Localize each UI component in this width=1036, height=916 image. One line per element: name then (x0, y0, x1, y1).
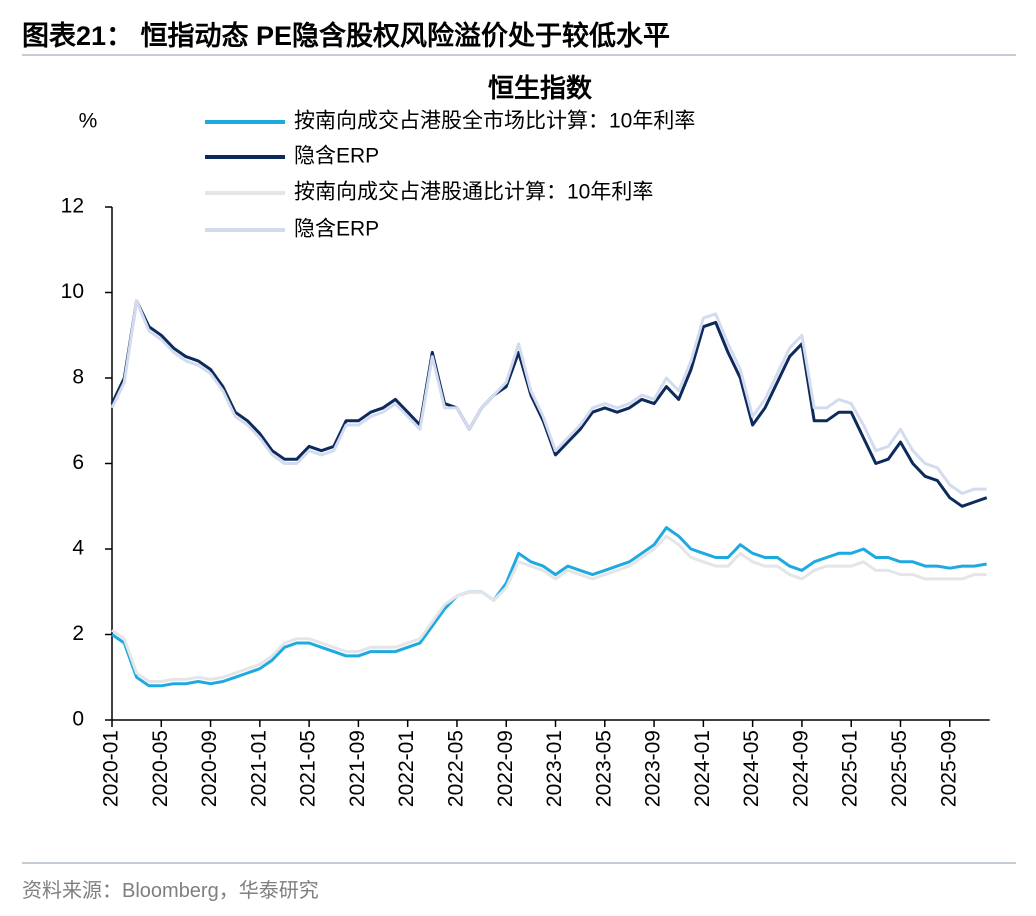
x-tick-label: 2025-05 (888, 730, 911, 807)
legend-label: 按南向成交占港股通比计算：10年利率 (294, 181, 653, 204)
bottom-rule (22, 862, 1016, 864)
x-tick-label: 2023-09 (642, 730, 665, 807)
x-tick-label: 2022-09 (494, 730, 517, 807)
x-tick-label: 2021-05 (297, 730, 320, 807)
x-tick-label: 2024-09 (789, 730, 812, 807)
figure-title: 图表21： 恒指动态 PE隐含股权风险溢价处于较低水平 (22, 21, 671, 51)
x-tick-label: 2024-05 (740, 730, 763, 807)
series-line (110, 299, 987, 495)
x-tick-label: 2023-05 (592, 730, 615, 807)
x-tick-label: 2020-09 (198, 730, 221, 807)
series-line (111, 526, 987, 688)
y-tick-label: 6 (72, 451, 84, 474)
y-axis-unit: % (79, 110, 98, 133)
y-tick-label: 10 (61, 280, 84, 303)
y-tick-label: 2 (72, 622, 84, 645)
legend-label: 按南向成交占港股全市场比计算：10年利率 (294, 110, 695, 133)
top-rule (22, 54, 1016, 56)
x-tick-label: 2020-01 (100, 730, 123, 807)
source-note: 资料来源：Bloomberg，华泰研究 (22, 880, 319, 902)
x-tick-label: 2021-01 (247, 730, 270, 807)
legend-label: 隐含ERP (294, 145, 379, 168)
y-tick-label: 4 (72, 537, 84, 560)
x-tick-label: 2023-01 (543, 730, 566, 807)
x-tick-label: 2022-05 (445, 730, 468, 807)
chart-title: 恒生指数 (488, 73, 593, 103)
x-tick-label: 2025-09 (937, 730, 960, 807)
x-tick-label: 2024-01 (691, 730, 714, 807)
series-line (110, 299, 988, 508)
x-tick-label: 2025-01 (839, 730, 862, 807)
y-tick-label: 8 (72, 366, 84, 389)
x-tick-label: 2021-09 (346, 730, 369, 807)
legend-label: 隐含ERP (294, 218, 379, 241)
chart: 恒生指数 % 0 2 4 6 8 10 12 2020-01 2020-05 2020-09 202… (61, 73, 990, 807)
series-line (111, 534, 987, 683)
y-tick-label: 0 (72, 708, 84, 731)
x-tick-label: 2022-01 (395, 730, 418, 807)
x-tick-label: 2020-05 (149, 730, 172, 807)
y-tick-label: 12 (61, 195, 84, 218)
